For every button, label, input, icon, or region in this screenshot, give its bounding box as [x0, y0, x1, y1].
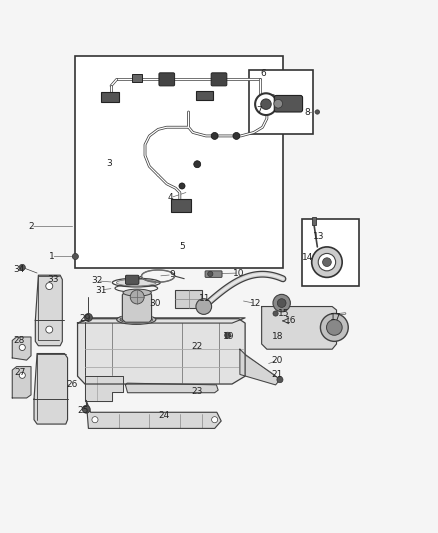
- Circle shape: [212, 417, 218, 423]
- Ellipse shape: [117, 315, 156, 325]
- Circle shape: [277, 298, 286, 308]
- Text: 6: 6: [261, 69, 266, 78]
- Bar: [196, 91, 213, 100]
- Circle shape: [322, 258, 331, 266]
- Polygon shape: [261, 306, 336, 349]
- Text: 9: 9: [169, 270, 175, 279]
- Text: 26: 26: [66, 379, 78, 389]
- Text: 22: 22: [191, 342, 203, 351]
- Circle shape: [225, 332, 231, 338]
- Circle shape: [46, 326, 53, 333]
- Circle shape: [82, 405, 90, 413]
- Circle shape: [194, 161, 201, 168]
- Circle shape: [179, 183, 185, 189]
- Circle shape: [19, 344, 25, 351]
- Circle shape: [273, 311, 278, 316]
- Circle shape: [321, 313, 348, 341]
- Text: 19: 19: [223, 332, 235, 341]
- Circle shape: [211, 133, 218, 140]
- Polygon shape: [125, 383, 218, 393]
- Bar: [102, 92, 119, 102]
- Bar: [312, 217, 317, 225]
- Text: 27: 27: [14, 368, 25, 377]
- Circle shape: [85, 313, 92, 321]
- Text: 3: 3: [106, 159, 112, 168]
- Bar: [132, 74, 141, 82]
- FancyBboxPatch shape: [211, 73, 227, 86]
- Ellipse shape: [123, 289, 151, 296]
- Circle shape: [326, 320, 342, 335]
- Circle shape: [255, 93, 277, 115]
- Circle shape: [318, 254, 336, 271]
- Circle shape: [72, 254, 78, 260]
- Circle shape: [130, 290, 144, 304]
- Circle shape: [92, 417, 98, 423]
- Polygon shape: [240, 349, 280, 385]
- FancyBboxPatch shape: [274, 95, 303, 112]
- Bar: [171, 199, 191, 212]
- Circle shape: [315, 110, 320, 114]
- Bar: [176, 289, 202, 308]
- Polygon shape: [86, 400, 221, 429]
- Circle shape: [312, 247, 342, 277]
- Text: 13: 13: [312, 231, 324, 240]
- Polygon shape: [12, 337, 31, 360]
- Text: 18: 18: [272, 332, 284, 341]
- Circle shape: [273, 294, 290, 312]
- FancyBboxPatch shape: [125, 275, 139, 284]
- Circle shape: [277, 377, 283, 383]
- Text: 31: 31: [95, 286, 106, 295]
- Text: 23: 23: [191, 387, 202, 397]
- Text: 30: 30: [149, 298, 160, 308]
- Ellipse shape: [113, 278, 160, 287]
- Ellipse shape: [120, 316, 152, 323]
- Text: 12: 12: [250, 299, 261, 308]
- FancyBboxPatch shape: [205, 271, 222, 277]
- Text: 29: 29: [80, 314, 91, 323]
- Text: 8: 8: [304, 108, 310, 117]
- Circle shape: [233, 133, 240, 140]
- Polygon shape: [78, 318, 245, 323]
- Circle shape: [208, 271, 213, 277]
- Text: 10: 10: [233, 269, 244, 278]
- Text: 28: 28: [13, 336, 25, 345]
- Text: 16: 16: [285, 316, 296, 325]
- Circle shape: [196, 298, 212, 314]
- Text: 1: 1: [49, 252, 54, 261]
- Text: 11: 11: [199, 294, 211, 303]
- Text: 4: 4: [167, 193, 173, 202]
- Text: 20: 20: [272, 356, 283, 365]
- Bar: [74, 56, 283, 268]
- FancyBboxPatch shape: [159, 73, 175, 86]
- Text: 7: 7: [256, 106, 262, 115]
- Text: 25: 25: [78, 406, 89, 415]
- Circle shape: [336, 324, 341, 328]
- Polygon shape: [122, 292, 152, 322]
- Text: 32: 32: [92, 277, 103, 285]
- Text: 21: 21: [272, 370, 283, 379]
- Polygon shape: [34, 353, 67, 424]
- Circle shape: [261, 99, 271, 109]
- Polygon shape: [78, 319, 245, 384]
- Text: 5: 5: [179, 242, 185, 251]
- Text: 17: 17: [330, 313, 341, 322]
- Text: 33: 33: [47, 274, 59, 284]
- Text: 15: 15: [278, 309, 289, 318]
- Text: 34: 34: [13, 264, 25, 273]
- Polygon shape: [12, 367, 31, 398]
- Bar: [302, 220, 359, 286]
- Bar: [249, 70, 313, 134]
- Polygon shape: [85, 376, 123, 401]
- Circle shape: [46, 282, 53, 289]
- Circle shape: [19, 372, 25, 378]
- Text: 2: 2: [28, 222, 34, 231]
- Ellipse shape: [116, 279, 156, 286]
- Circle shape: [19, 264, 25, 270]
- Text: 24: 24: [158, 411, 170, 420]
- Circle shape: [274, 99, 283, 108]
- Text: 14: 14: [302, 253, 313, 262]
- Polygon shape: [35, 275, 62, 346]
